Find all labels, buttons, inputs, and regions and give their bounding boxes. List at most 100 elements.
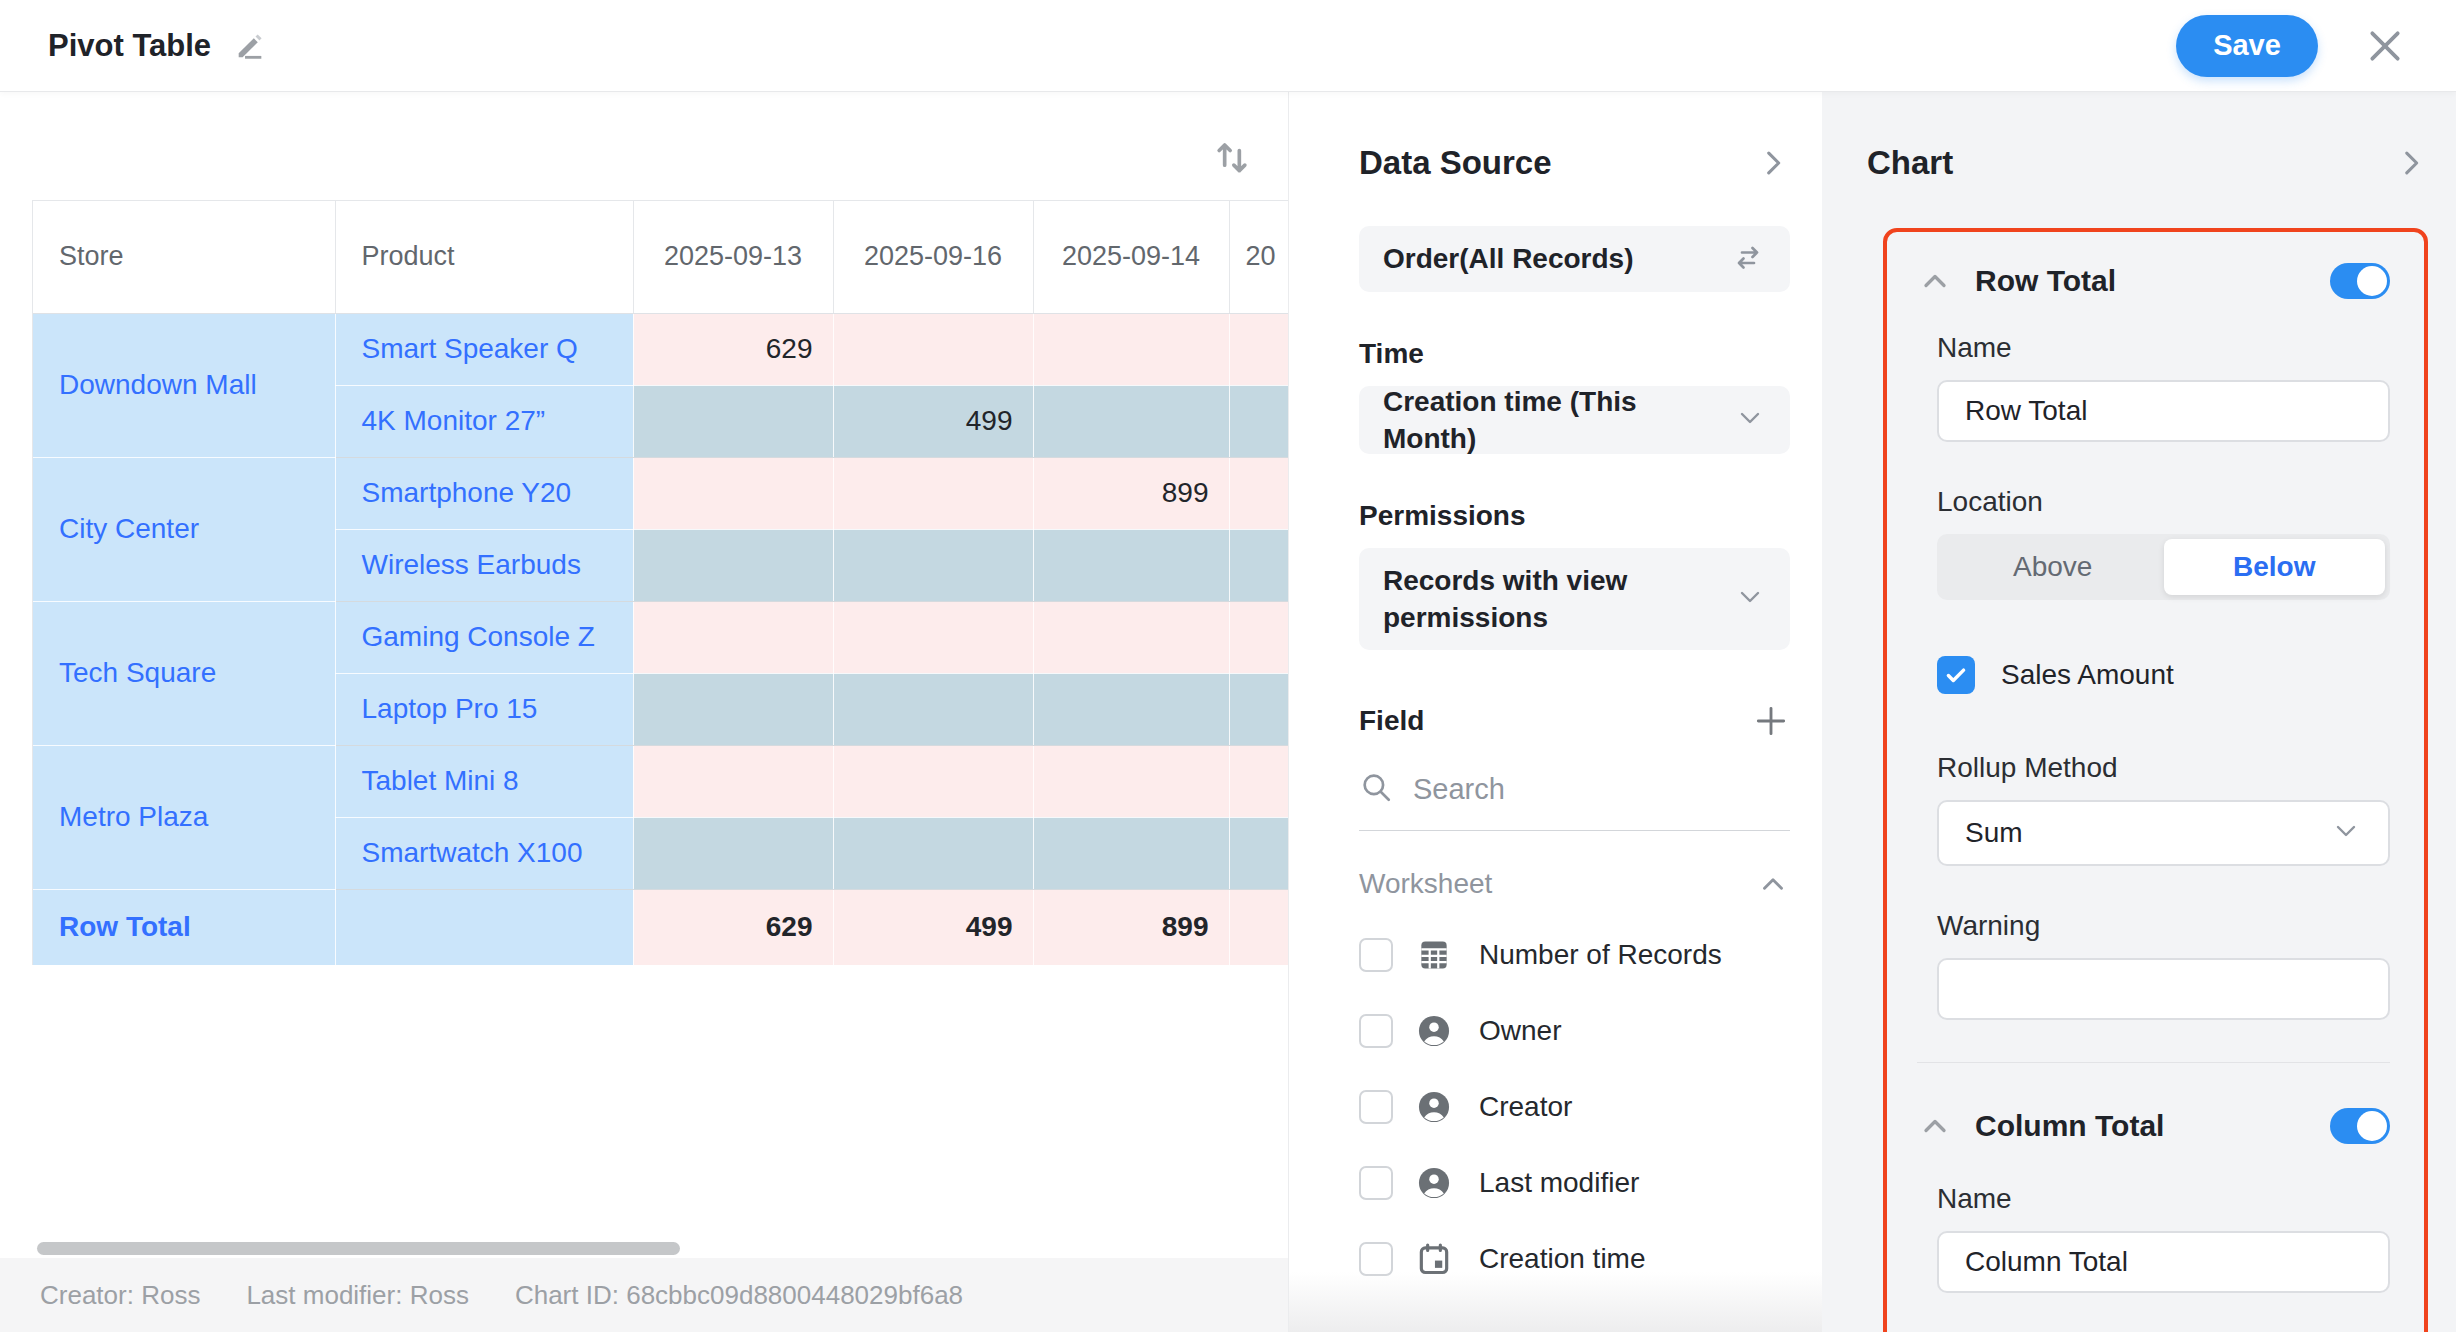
value-cell[interactable]: [833, 313, 1033, 385]
save-button[interactable]: Save: [2176, 15, 2318, 77]
chevron-right-icon[interactable]: [2394, 146, 2428, 180]
warning-input[interactable]: [1937, 958, 2390, 1020]
product-cell[interactable]: Smartwatch X100: [335, 817, 633, 889]
person-icon: [1415, 1012, 1453, 1050]
chevron-down-icon: [2330, 815, 2362, 851]
value-cell[interactable]: [1033, 817, 1229, 889]
product-cell[interactable]: Smart Speaker Q: [335, 313, 633, 385]
value-cell[interactable]: 499: [833, 385, 1033, 457]
value-cell[interactable]: [1033, 385, 1229, 457]
value-cell[interactable]: [1033, 601, 1229, 673]
value-cell[interactable]: [1033, 313, 1229, 385]
value-cell[interactable]: 899: [1033, 457, 1229, 529]
product-cell[interactable]: Laptop Pro 15: [335, 673, 633, 745]
value-cell[interactable]: [633, 817, 833, 889]
data-source-selector[interactable]: Order(All Records): [1359, 226, 1790, 292]
sort-icon[interactable]: [1210, 134, 1254, 178]
column-total-name-input[interactable]: [1937, 1231, 2390, 1293]
collapse-chevron-icon[interactable]: [1917, 263, 1953, 299]
row-total-name-input[interactable]: [1937, 380, 2390, 442]
value-cell[interactable]: [1229, 817, 1288, 889]
field-search: [1359, 770, 1790, 831]
value-cell[interactable]: [633, 529, 833, 601]
value-cell[interactable]: [1229, 673, 1288, 745]
checkbox-checked[interactable]: [1937, 656, 1975, 694]
value-cell[interactable]: [833, 673, 1033, 745]
store-cell[interactable]: Downdown Mall: [33, 313, 335, 457]
store-cell[interactable]: Tech Square: [33, 601, 335, 745]
store-cell[interactable]: City Center: [33, 457, 335, 601]
value-cell[interactable]: [633, 457, 833, 529]
chevron-right-icon[interactable]: [1756, 146, 1790, 180]
value-cell[interactable]: [1033, 745, 1229, 817]
product-cell[interactable]: 4K Monitor 27”: [335, 385, 633, 457]
field-item-label: Number of Records: [1479, 939, 1722, 971]
col-header-date-1[interactable]: 2025-09-13: [633, 201, 833, 313]
col-header-store[interactable]: Store: [33, 201, 335, 313]
product-cell[interactable]: Smartphone Y20: [335, 457, 633, 529]
store-cell[interactable]: Metro Plaza: [33, 745, 335, 889]
col-header-product[interactable]: Product: [335, 201, 633, 313]
checkbox-unchecked[interactable]: [1359, 1166, 1393, 1200]
column-total-toggle[interactable]: [2330, 1108, 2390, 1144]
checkbox-unchecked[interactable]: [1359, 1090, 1393, 1124]
close-icon[interactable]: [2366, 27, 2404, 65]
col-header-date-4-clipped[interactable]: 20: [1229, 201, 1288, 313]
edit-title-icon[interactable]: [233, 29, 267, 63]
pivot-table-panel: Store Product 2025-09-13 2025-09-16 2025…: [0, 92, 1288, 1332]
value-cell[interactable]: [833, 817, 1033, 889]
checkbox-unchecked[interactable]: [1359, 938, 1393, 972]
product-cell[interactable]: Wireless Earbuds: [335, 529, 633, 601]
value-cell[interactable]: [1229, 601, 1288, 673]
collapse-chevron-icon[interactable]: [1917, 1108, 1953, 1144]
row-total-label-cell[interactable]: Row Total: [33, 889, 335, 965]
horizontal-scrollbar[interactable]: [37, 1242, 680, 1255]
location-option-below[interactable]: Below: [2164, 539, 2386, 595]
checkbox-unchecked[interactable]: [1359, 1014, 1393, 1048]
value-cell[interactable]: [833, 457, 1033, 529]
row-total-empty-cell[interactable]: [335, 889, 633, 965]
row-total-value-cell[interactable]: [1229, 889, 1288, 965]
chevron-up-icon[interactable]: [1756, 867, 1790, 901]
time-dropdown[interactable]: Creation time (This Month): [1359, 386, 1790, 454]
field-item-last-modifier[interactable]: Last modifier: [1359, 1161, 1790, 1205]
field-item-creator[interactable]: Creator: [1359, 1085, 1790, 1129]
value-cell[interactable]: [633, 673, 833, 745]
value-cell[interactable]: [833, 529, 1033, 601]
section-divider: [1917, 1062, 2390, 1063]
field-item-creation-time[interactable]: Creation time: [1359, 1237, 1790, 1281]
row-total-value-cell[interactable]: 899: [1033, 889, 1229, 965]
rollup-method-select[interactable]: Sum: [1937, 800, 2390, 866]
row-total-value-cell[interactable]: 629: [633, 889, 833, 965]
location-option-above[interactable]: Above: [1942, 539, 2164, 595]
row-total-toggle[interactable]: [2330, 263, 2390, 299]
value-cell[interactable]: [1229, 313, 1288, 385]
value-cell[interactable]: [1229, 385, 1288, 457]
value-cell[interactable]: [633, 745, 833, 817]
add-field-icon[interactable]: [1752, 702, 1790, 740]
value-cell[interactable]: [1229, 745, 1288, 817]
permissions-dropdown[interactable]: Records with view permissions: [1359, 548, 1790, 650]
product-cell[interactable]: Tablet Mini 8: [335, 745, 633, 817]
value-cell[interactable]: [1033, 529, 1229, 601]
worksheet-label: Worksheet: [1359, 868, 1492, 900]
value-cell[interactable]: [833, 601, 1033, 673]
checkbox-unchecked[interactable]: [1359, 1242, 1393, 1276]
product-cell[interactable]: Gaming Console Z: [335, 601, 633, 673]
value-cell[interactable]: [1229, 457, 1288, 529]
value-cell[interactable]: [833, 745, 1033, 817]
col-header-date-3[interactable]: 2025-09-14: [1033, 201, 1229, 313]
col-header-date-2[interactable]: 2025-09-16: [833, 201, 1033, 313]
field-item-number-of-records[interactable]: Number of Records: [1359, 933, 1790, 977]
value-cell[interactable]: [1033, 673, 1229, 745]
value-cell[interactable]: 629: [633, 313, 833, 385]
topbar-actions: Save: [2176, 15, 2456, 77]
totals-highlight-box: Row Total Name Location Above Below Sale…: [1883, 228, 2428, 1332]
sales-amount-checkbox-row[interactable]: Sales Amount: [1937, 656, 2390, 694]
row-total-value-cell[interactable]: 499: [833, 889, 1033, 965]
search-input[interactable]: [1413, 773, 1790, 806]
value-cell[interactable]: [633, 601, 833, 673]
value-cell[interactable]: [1229, 529, 1288, 601]
field-item-owner[interactable]: Owner: [1359, 1009, 1790, 1053]
value-cell[interactable]: [633, 385, 833, 457]
